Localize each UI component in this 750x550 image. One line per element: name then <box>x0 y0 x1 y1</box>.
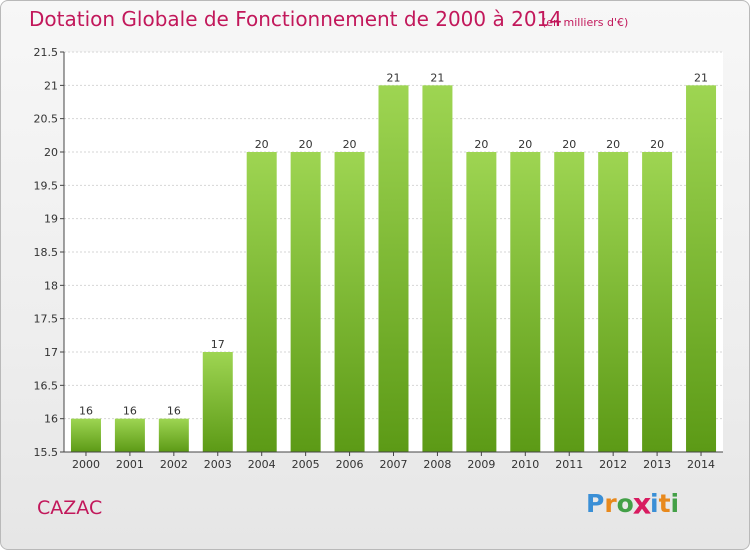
commune-name: CAZAC <box>37 497 103 519</box>
bar-2001 <box>114 418 145 452</box>
y-tick-label: 19 <box>44 213 58 226</box>
y-tick-label: 17 <box>44 346 58 359</box>
bar-2014 <box>686 85 717 452</box>
x-tick-label-2006: 2006 <box>336 458 364 471</box>
y-tick-label: 21.5 <box>34 46 59 59</box>
bar-2002 <box>158 418 189 452</box>
x-tick-label-2005: 2005 <box>292 458 320 471</box>
x-tick-label-2007: 2007 <box>380 458 408 471</box>
bar-2004 <box>246 152 277 452</box>
value-label-2001: 16 <box>123 405 137 418</box>
value-label-2005: 20 <box>299 138 313 151</box>
x-tick-label-2002: 2002 <box>160 458 188 471</box>
bar-2011 <box>554 152 585 452</box>
x-tick-label-2009: 2009 <box>467 458 495 471</box>
x-tick-label-2008: 2008 <box>423 458 451 471</box>
bar-2012 <box>598 152 629 452</box>
value-label-2008: 21 <box>430 71 444 84</box>
y-tick-label: 19.5 <box>34 179 59 192</box>
x-tick-label-2003: 2003 <box>204 458 232 471</box>
bar-2010 <box>510 152 541 452</box>
logo-letter: x <box>632 486 652 521</box>
logo-letter: P <box>586 489 605 518</box>
y-tick-label: 18.5 <box>34 246 59 259</box>
bar-2003 <box>202 352 233 452</box>
x-tick-label-2014: 2014 <box>687 458 715 471</box>
value-label-2004: 20 <box>255 138 269 151</box>
bar-2009 <box>466 152 497 452</box>
value-label-2007: 21 <box>387 71 401 84</box>
bar-2005 <box>290 152 321 452</box>
chart-title: Dotation Globale de Fonctionnement de 20… <box>29 7 562 31</box>
y-tick-label: 17.5 <box>34 313 59 326</box>
logo-letter: t <box>658 489 671 518</box>
bar-2007 <box>378 85 409 452</box>
value-label-2009: 20 <box>474 138 488 151</box>
logo-letter: r <box>604 489 617 518</box>
x-tick-label-2013: 2013 <box>643 458 671 471</box>
logo-letter: o <box>616 489 634 518</box>
value-label-2013: 20 <box>650 138 664 151</box>
value-label-2002: 16 <box>167 405 181 418</box>
bar-2013 <box>642 152 673 452</box>
value-label-2006: 20 <box>343 138 357 151</box>
y-tick-label: 16 <box>44 413 58 426</box>
value-label-2014: 21 <box>694 71 708 84</box>
bar-2008 <box>422 85 453 452</box>
value-label-2000: 16 <box>79 405 93 418</box>
y-tick-label: 16.5 <box>34 379 59 392</box>
value-label-2003: 17 <box>211 338 225 351</box>
value-label-2012: 20 <box>606 138 620 151</box>
bar-2006 <box>334 152 365 452</box>
x-tick-label-2011: 2011 <box>555 458 583 471</box>
proxiti-logo: Proxiti <box>586 486 680 521</box>
value-label-2011: 20 <box>562 138 576 151</box>
bar-2000 <box>70 418 101 452</box>
value-label-2010: 20 <box>518 138 532 151</box>
y-tick-label: 21 <box>44 79 58 92</box>
x-tick-label-2001: 2001 <box>116 458 144 471</box>
x-tick-label-2004: 2004 <box>248 458 276 471</box>
x-tick-label-2010: 2010 <box>511 458 539 471</box>
chart-subtitle: (en milliers d'€) <box>542 16 629 29</box>
x-tick-label-2000: 2000 <box>72 458 100 471</box>
logo-letter: i <box>670 489 680 518</box>
y-tick-label: 20.5 <box>34 113 59 126</box>
y-tick-label: 15.5 <box>34 446 59 459</box>
y-tick-label: 20 <box>44 146 58 159</box>
logo-letter: i <box>650 489 659 518</box>
x-tick-label-2012: 2012 <box>599 458 627 471</box>
y-tick-label: 18 <box>44 279 58 292</box>
